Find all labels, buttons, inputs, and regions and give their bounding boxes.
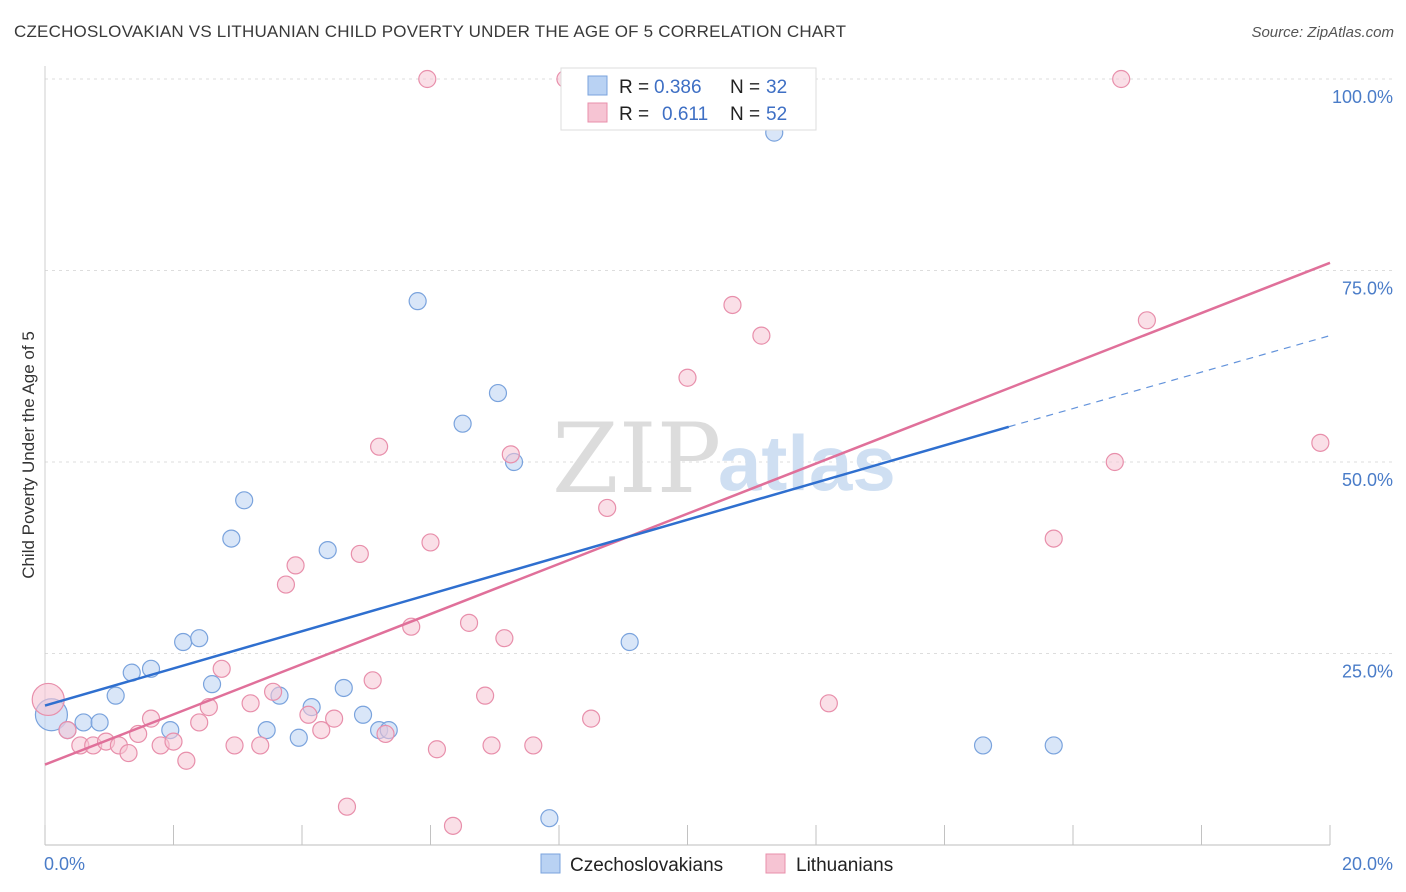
legend-r-label: R = [619,104,649,125]
data-point [376,724,395,744]
data-point [241,694,260,713]
y-tick-label: 25.0% [1342,662,1393,682]
data-point [190,713,209,732]
data-point [421,533,440,552]
data-point [337,797,357,816]
y-tick-label: 50.0% [1342,470,1393,490]
data-point [752,326,771,345]
data-point [427,740,447,759]
data-point [58,720,77,740]
data-point [74,713,93,732]
data-point [370,437,389,456]
watermark-zip: ZIP [552,403,721,515]
data-point [334,678,353,698]
data-point [476,686,495,705]
data-point [453,414,472,433]
legend-swatch-lithuanians [765,853,786,874]
data-point [723,295,742,315]
legend-swatch-lithuanians [587,102,608,123]
data-point [582,709,601,728]
data-point [363,671,382,690]
data-point [459,613,479,632]
data-point [678,368,697,387]
chart-title: CZECHOSLOVAKIAN VS LITHUANIAN CHILD POVE… [14,22,847,41]
data-point [257,720,276,740]
watermark-atlas: atlas [718,419,896,507]
legend-swatch-czechoslovakians [587,75,608,96]
data-point [325,709,344,728]
data-point [443,816,463,835]
data-point [263,682,283,701]
data-point [973,736,993,755]
source-credit: Source: ZipAtlas.com [1251,24,1394,41]
data-point [299,705,318,724]
data-point [90,713,109,732]
data-point [1112,69,1131,89]
x-tick-label: 0.0% [44,854,85,874]
data-point [225,736,244,755]
data-point [501,445,520,464]
data-point [1311,433,1330,452]
data-point [31,682,65,717]
data-point [350,544,369,564]
trend-line-lithuanians [44,261,1331,766]
data-point [222,529,241,548]
data-point [488,383,508,403]
data-point [276,575,296,594]
x-tick-label: 20.0% [1342,854,1393,874]
correlation-legend: R = 0.386 N = 32 R = 0.611 N = 52 [560,67,817,131]
data-point [1044,529,1063,548]
data-point [190,629,209,648]
y-tick-label: 100.0% [1332,87,1393,107]
data-point [540,809,559,828]
legend-n-value: 32 [766,77,787,98]
data-point [251,736,270,755]
data-point [819,694,838,713]
data-point [620,632,639,652]
data-point [353,705,373,724]
data-point [408,292,427,311]
data-point [1044,736,1063,755]
data-point [482,736,501,755]
data-point [177,751,196,770]
legend-r-label: R = [619,77,649,98]
tick-labels: 100.0% 75.0% 50.0% 25.0% 0.0% 20.0% [44,87,1393,874]
data-point [495,629,514,648]
data-point [318,540,337,560]
watermark: ZIP atlas [552,403,896,515]
data-point [418,69,437,89]
legend-label-czechoslovakians: Czechoslovakians [570,855,723,876]
series-legend: Czechoslovakians Lithuanians [540,853,893,876]
gridlines [45,78,1395,654]
data-point [164,732,183,751]
data-point [202,675,222,694]
data-point [174,632,193,652]
data-point [524,736,543,755]
data-point [119,743,138,763]
legend-label-lithuanians: Lithuanians [796,855,893,876]
y-axis-label: Child Poverty Under the Age of 5 [19,331,38,579]
data-point [212,659,231,678]
data-point [598,498,617,518]
trend-line-czechoslovakians [44,425,1010,707]
data-point [289,728,308,747]
data-point [1105,452,1124,472]
data-point [106,686,125,705]
data-point [235,491,254,510]
legend-n-label: N = [730,104,760,125]
trend-lines [44,261,1331,766]
czechoslovakians-points [34,69,1063,828]
trend-line-czechoslovakians-extension [1008,335,1331,428]
legend-n-label: N = [730,77,760,98]
y-tick-label: 75.0% [1342,279,1393,299]
data-point [312,720,331,740]
legend-swatch-czechoslovakians [540,853,561,874]
data-point [1137,311,1156,330]
data-point [286,556,305,575]
legend-n-value: 52 [766,104,787,125]
legend-r-value: 0.611 [662,104,708,125]
legend-r-value: 0.386 [654,77,702,98]
